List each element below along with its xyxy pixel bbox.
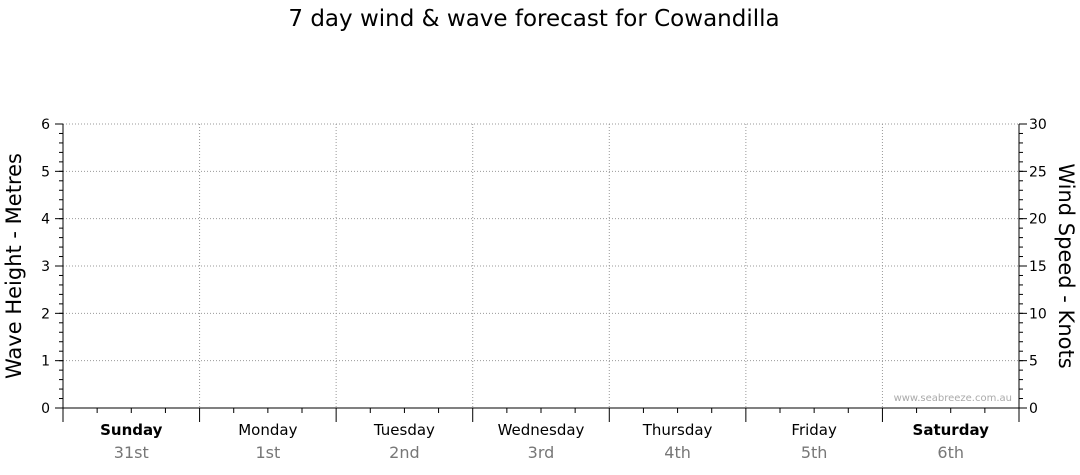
day-name-label: Tuesday <box>373 421 435 439</box>
right-tick-label: 15 <box>1029 259 1047 275</box>
left-tick-label: 1 <box>41 354 50 370</box>
chart-title: 7 day wind & wave forecast for Cowandill… <box>288 6 780 32</box>
day-name-label: Wednesday <box>498 421 585 439</box>
right-tick-label: 25 <box>1029 164 1047 180</box>
right-axis-ticks: 0 5 10 15 20 25 30 <box>1019 117 1047 417</box>
day-name-label: Friday <box>791 421 837 439</box>
left-tick-label: 0 <box>41 401 50 417</box>
day-labels: Sunday 31st Monday 1st Tuesday 2nd Wednesday 3r… <box>100 421 989 462</box>
left-axis-title: Wave Height - Metres <box>2 153 26 379</box>
right-tick-label: 30 <box>1029 117 1047 133</box>
day-date-label: 4th <box>664 443 691 462</box>
watermark: www.seabreeze.com.au <box>894 393 1012 404</box>
right-tick-label: 5 <box>1029 354 1038 370</box>
day-date-label: 1st <box>255 443 280 462</box>
day-date-label: 3rd <box>528 443 555 462</box>
left-tick-label: 6 <box>41 117 50 133</box>
right-tick-label: 0 <box>1029 401 1038 417</box>
left-tick-label: 3 <box>41 259 50 275</box>
right-axis-title: Wind Speed - Knots <box>1054 163 1078 368</box>
day-date-label: 5th <box>801 443 828 462</box>
day-name-label: Monday <box>238 421 297 439</box>
grid-lines <box>63 123 1019 408</box>
left-tick-label: 2 <box>41 306 50 322</box>
x-axis-ticks <box>62 408 1020 422</box>
day-name-label: Saturday <box>913 421 990 439</box>
right-tick-label: 10 <box>1029 306 1047 322</box>
left-tick-label: 5 <box>41 164 50 180</box>
left-axis-ticks: 0 1 2 3 4 5 6 <box>41 117 63 417</box>
day-name-label: Thursday <box>642 421 713 439</box>
day-date-label: 31st <box>114 443 149 462</box>
day-name-label: Sunday <box>100 421 163 439</box>
left-tick-label: 4 <box>41 212 50 228</box>
right-tick-label: 20 <box>1029 212 1047 228</box>
day-date-label: 2nd <box>389 443 419 462</box>
day-date-label: 6th <box>937 443 964 462</box>
